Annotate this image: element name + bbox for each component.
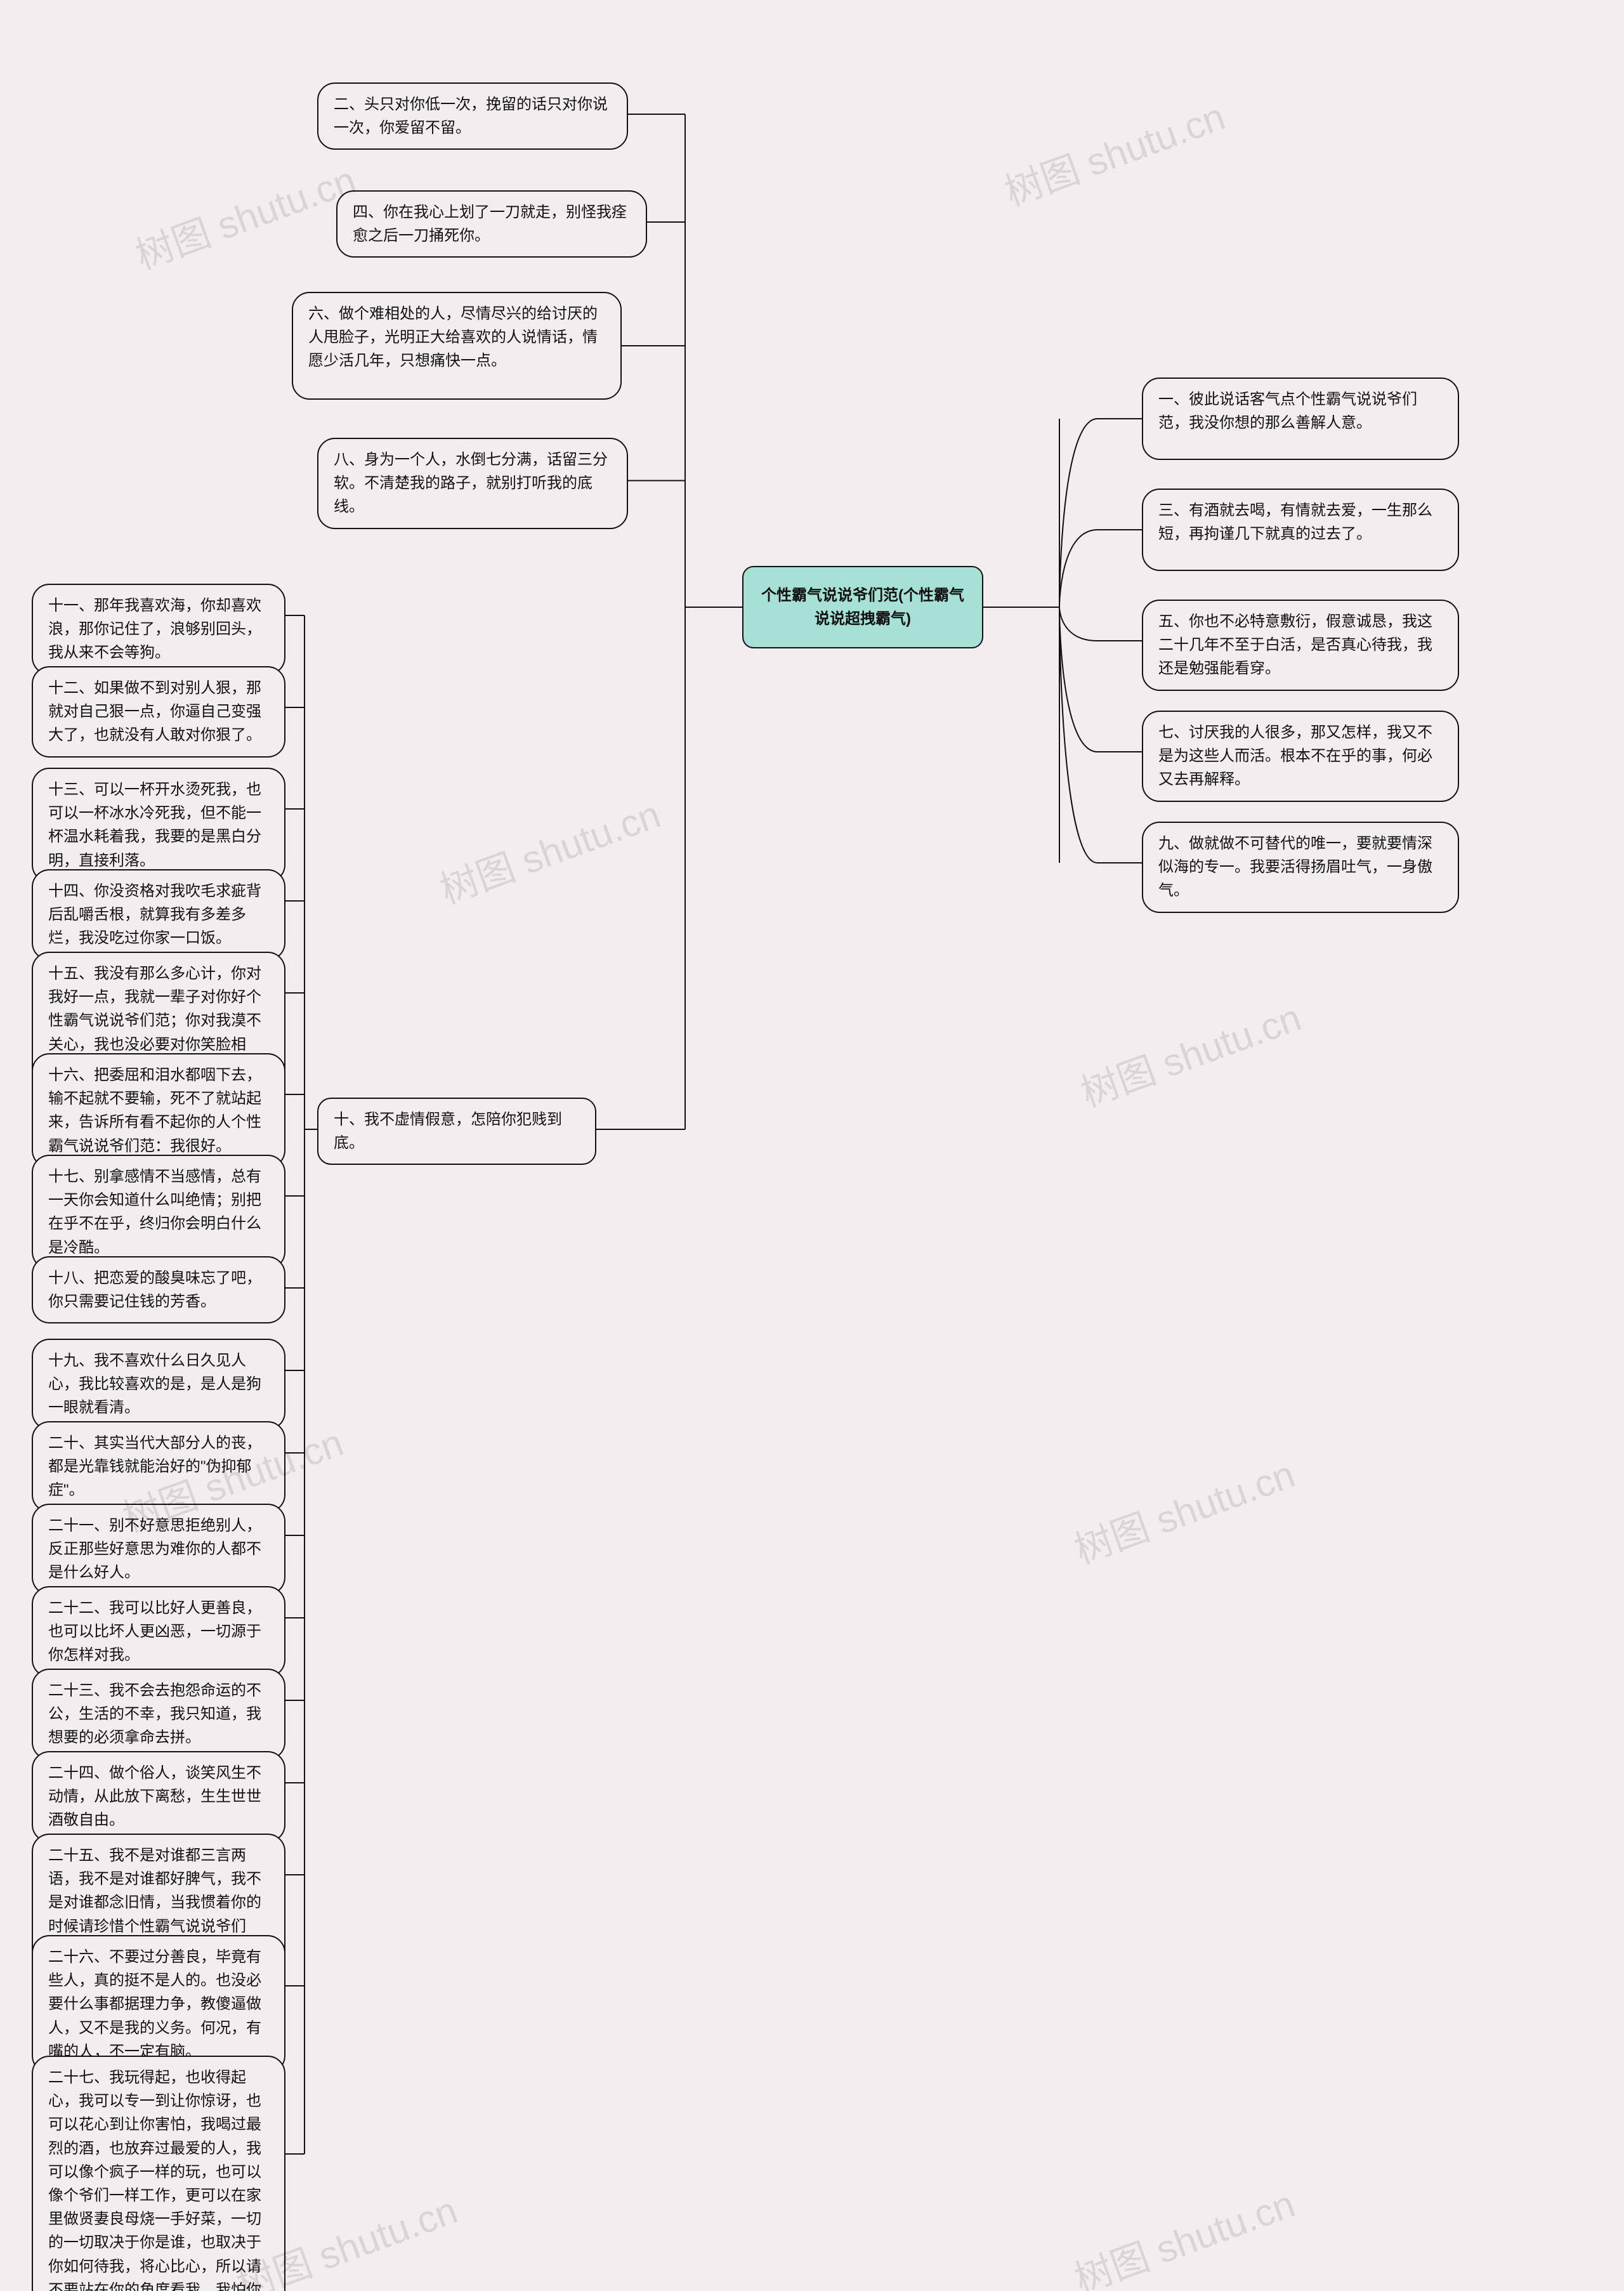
right-node-4: 九、做就做不可替代的唯一，要就要情深似海的专一。我要活得扬眉吐气，一身傲气。 <box>1142 822 1459 913</box>
sub-node-1: 十二、如果做不到对别人狠，那就对自己狠一点，你逼自己变强大了，也就没有人敢对你狠… <box>32 666 285 758</box>
sub-node-0: 十一、那年我喜欢海，你却喜欢浪，那你记住了，浪够别回头，我从来不会等狗。 <box>32 584 285 675</box>
right-node-3: 七、讨厌我的人很多，那又怎样，我又不是为这些人而活。根本不在乎的事，何必又去再解… <box>1142 711 1459 802</box>
sub-node-12: 二十三、我不会去抱怨命运的不公，生活的不幸，我只知道，我想要的必须拿命去拼。 <box>32 1669 285 1760</box>
mid-top-node-3: 八、身为一个人，水倒七分满，话留三分软。不清楚我的路子，就别打听我的底线。 <box>317 438 628 529</box>
mid-top-node-2: 六、做个难相处的人，尽情尽兴的给讨厌的人甩脸子，光明正大给喜欢的人说情话，情愿少… <box>292 292 622 400</box>
right-node-2: 五、你也不必特意敷衍，假意诚恳，我这二十几年不至于白活，是否真心待我，我还是勉强… <box>1142 600 1459 691</box>
mid-top-node-0: 二、头只对你低一次，挽留的话只对你说一次，你爱留不留。 <box>317 82 628 150</box>
sub-node-6: 十七、别拿感情不当感情，总有一天你会知道什么叫绝情；别把在乎不在乎，终归你会明白… <box>32 1155 285 1270</box>
sub-node-3: 十四、你没资格对我吹毛求疵背后乱嚼舌根，就算我有多差多烂，我没吃过你家一口饭。 <box>32 869 285 961</box>
watermark-3: 树图 shutu.cn <box>1072 987 1307 1118</box>
sub-node-15: 二十六、不要过分善良，毕竟有些人，真的挺不是人的。也没必要什么事都据理力争，教傻… <box>32 1935 285 2073</box>
center-node: 个性霸气说说爷们范(个性霸气说说超拽霸气) <box>742 566 983 648</box>
watermark-2: 树图 shutu.cn <box>431 784 667 915</box>
sub-node-16: 二十七、我玩得起，也收得起心，我可以专一到让你惊讶，也可以花心到让你害怕，我喝过… <box>32 2056 285 2291</box>
sub-node-13: 二十四、做个俗人，谈笑风生不动情，从此放下离愁，生生世世酒敬自由。 <box>32 1751 285 1842</box>
sub-node-9: 二十、其实当代大部分人的丧，都是光靠钱就能治好的"伪抑郁症"。 <box>32 1421 285 1513</box>
watermark-0: 树图 shutu.cn <box>127 150 362 280</box>
sub-node-8: 十九、我不喜欢什么日久见人心，我比较喜欢的是，是人是狗一眼就看清。 <box>32 1339 285 1430</box>
watermark-7: 树图 shutu.cn <box>1066 2174 1301 2291</box>
right-node-0: 一、彼此说话客气点个性霸气说说爷们范，我没你想的那么善解人意。 <box>1142 377 1459 460</box>
mid-footer-node: 十、我不虚情假意，怎陪你犯贱到底。 <box>317 1098 596 1165</box>
mid-top-node-1: 四、你在我心上划了一刀就走，别怪我痊愈之后一刀捅死你。 <box>336 190 647 258</box>
sub-node-7: 十八、把恋爱的酸臭味忘了吧，你只需要记住钱的芳香。 <box>32 1256 285 1323</box>
watermark-1: 树图 shutu.cn <box>996 86 1231 217</box>
sub-node-2: 十三、可以一杯开水烫死我，也可以一杯冰水冷死我，但不能一杯温水耗着我，我要的是黑… <box>32 768 285 883</box>
watermark-5: 树图 shutu.cn <box>1066 1444 1301 1575</box>
sub-node-5: 十六、把委屈和泪水都咽下去，输不起就不要输，死不了就站起来，告诉所有看不起你的人… <box>32 1053 285 1168</box>
sub-node-11: 二十二、我可以比好人更善良，也可以比坏人更凶恶，一切源于你怎样对我。 <box>32 1586 285 1677</box>
sub-node-10: 二十一、别不好意思拒绝别人，反正那些好意思为难你的人都不是什么好人。 <box>32 1504 285 1595</box>
right-node-1: 三、有酒就去喝，有情就去爱，一生那么短，再拘谨几下就真的过去了。 <box>1142 489 1459 571</box>
